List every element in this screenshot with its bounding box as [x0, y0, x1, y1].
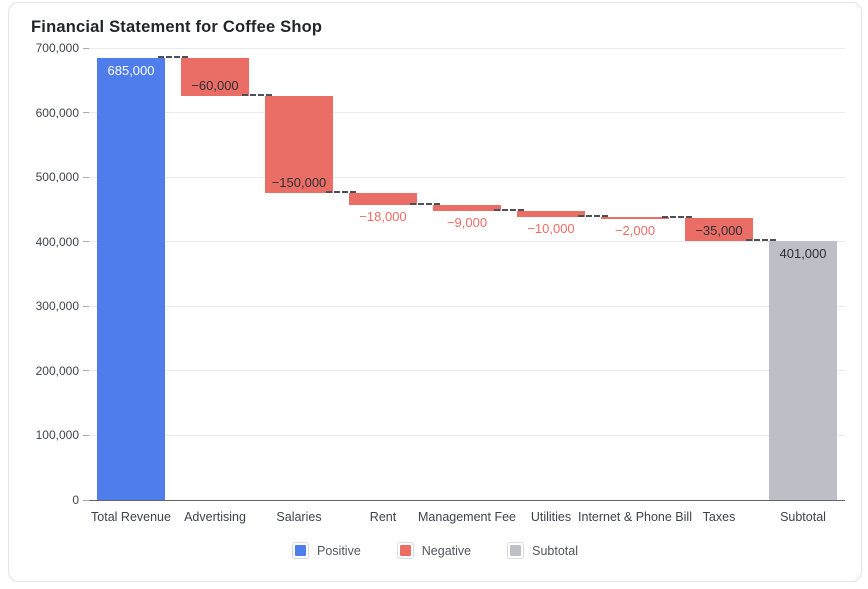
gridline — [89, 241, 845, 243]
y-axis-label: 500,000 — [35, 170, 79, 185]
bar-value-label-rent: −18,000 — [359, 208, 407, 224]
x-axis-label-taxes: Taxes — [702, 510, 736, 524]
legend-swatch-negative-icon — [396, 542, 414, 559]
gridline — [89, 370, 845, 372]
y-axis-label: 100,000 — [35, 428, 79, 443]
bar-internet-phone-bill[interactable] — [601, 217, 669, 220]
x-axis-label-rent: Rent — [369, 510, 397, 524]
legend-item-subtotal[interactable]: Subtotal — [507, 542, 578, 559]
bar-value-label-subtotal: 401,000 — [779, 246, 827, 262]
chart-legend: Positive Negative Subtotal — [9, 542, 861, 559]
y-axis-tick — [83, 434, 89, 436]
bar-management-fee[interactable] — [433, 204, 501, 211]
legend-swatch-positive-icon — [292, 542, 309, 559]
chart-card: Financial Statement for Coffee Shop 0 100… — [8, 2, 862, 582]
y-axis-label: 200,000 — [35, 363, 79, 378]
x-axis-label-total-revenue: Total Revenue — [91, 510, 171, 524]
legend-item-negative[interactable]: Negative — [396, 542, 472, 559]
y-axis-tick — [83, 305, 89, 307]
x-axis-label-utilities: Utilities — [530, 510, 572, 524]
gridline — [89, 47, 845, 49]
gridline — [89, 176, 845, 178]
x-axis-label-advertising: Advertising — [184, 510, 246, 524]
y-axis-tick — [83, 499, 89, 501]
legend-item-positive[interactable]: Positive — [292, 542, 361, 559]
bar-value-label-management-fee: −9,000 — [446, 214, 488, 230]
bar-value-label-advertising: −60,000 — [191, 78, 239, 94]
y-axis-tick — [83, 370, 89, 372]
y-axis-tick — [83, 47, 89, 49]
y-axis-tick — [83, 176, 89, 178]
waterfall-connector — [745, 239, 777, 242]
x-axis-label-salaries: Salaries — [276, 510, 322, 524]
bar-advertising[interactable] — [181, 57, 249, 97]
chart-title: Financial Statement for Coffee Shop — [31, 18, 323, 36]
bar-salaries[interactable] — [265, 96, 333, 194]
y-axis-tick — [83, 241, 89, 243]
legend-swatch-subtotal-icon — [507, 542, 525, 559]
bar-subtotal[interactable] — [769, 241, 837, 500]
bar-utilities[interactable] — [517, 210, 585, 218]
waterfall-chart: 0 100,000 200,000 300,000 400,000 500,000 600,… — [9, 3, 861, 581]
legend-label-negative: Negative — [421, 543, 472, 558]
y-axis-label: 400,000 — [35, 234, 79, 249]
y-axis-tick — [83, 112, 89, 114]
y-axis-label: 0 — [72, 493, 79, 507]
gridline — [89, 305, 845, 307]
legend-label-positive: Positive — [317, 543, 361, 558]
waterfall-connector — [493, 208, 525, 211]
legend-label-subtotal: Subtotal — [532, 543, 578, 558]
x-axis-label-internet-phone-bill: Internet & Phone Bill — [578, 510, 692, 524]
waterfall-connector — [409, 202, 441, 205]
gridline — [89, 434, 845, 436]
bar-value-label-salaries: −150,000 — [271, 175, 327, 191]
x-axis-label-subtotal: Subtotal — [780, 510, 826, 524]
waterfall-connector — [241, 94, 273, 97]
waterfall-connector — [157, 55, 189, 58]
bar-value-label-internet-phone-bill: −2,000 — [614, 223, 656, 239]
bar-value-label-taxes: −35,000 — [695, 223, 743, 239]
x-axis-line — [89, 500, 845, 501]
y-axis-label: 600,000 — [35, 105, 79, 120]
bar-taxes[interactable] — [685, 218, 753, 242]
bar-value-label-total-revenue: 685,000 — [107, 62, 155, 78]
gridline — [89, 112, 845, 114]
x-axis-label-management-fee: Management Fee — [418, 510, 516, 524]
waterfall-connector — [577, 215, 609, 218]
waterfall-connector — [661, 216, 693, 219]
bar-total-revenue[interactable] — [97, 57, 165, 500]
bar-value-label-utilities: −10,000 — [527, 221, 575, 237]
y-axis-label: 300,000 — [35, 299, 79, 314]
bar-rent[interactable] — [349, 193, 417, 205]
y-axis-label: 700,000 — [35, 41, 79, 55]
waterfall-connector — [325, 191, 357, 194]
